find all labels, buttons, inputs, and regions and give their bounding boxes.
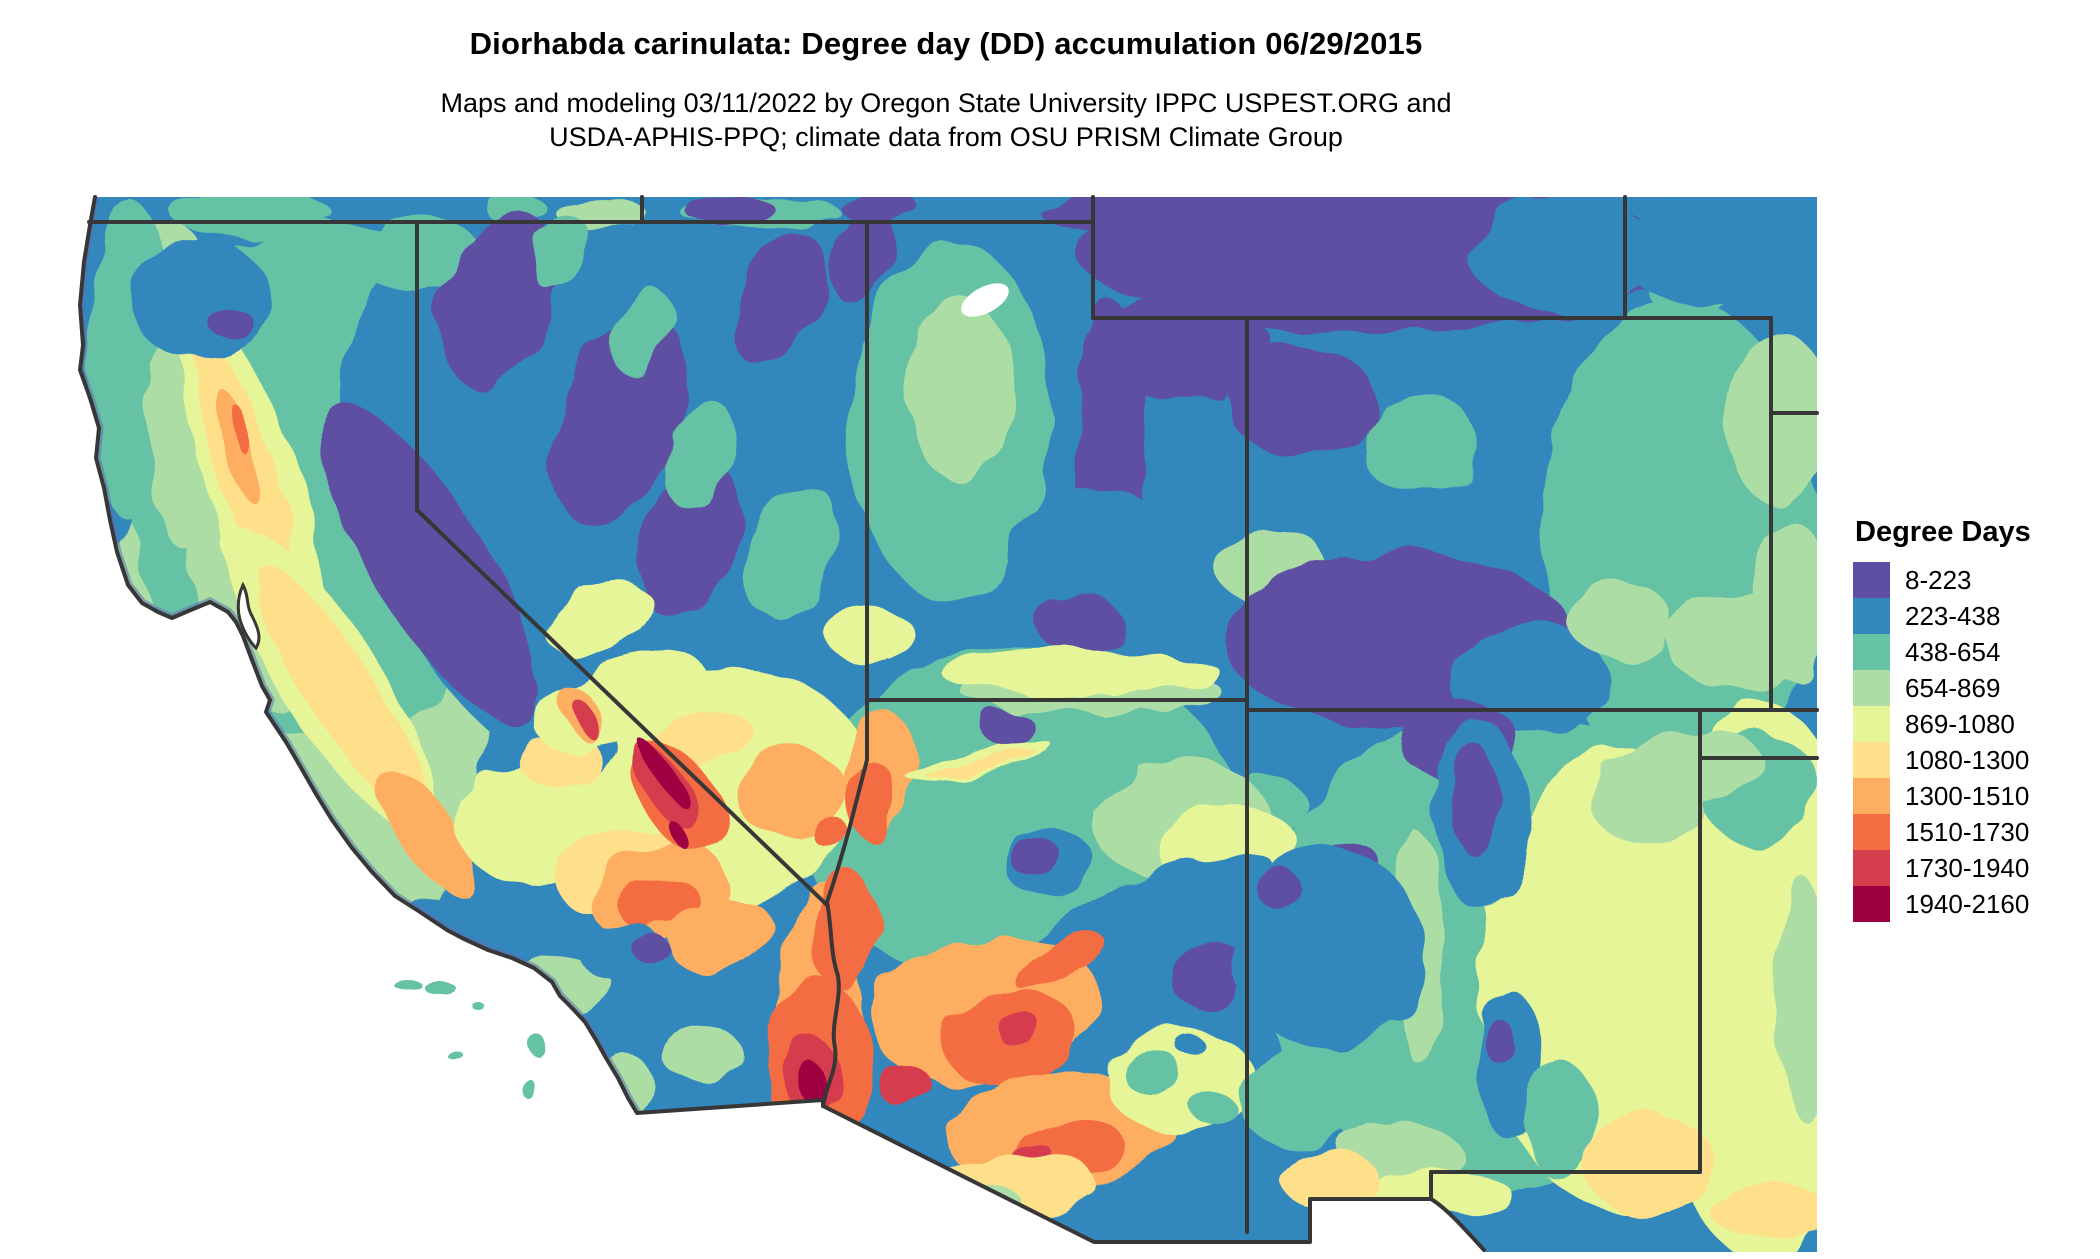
legend-item: 654-869	[1853, 670, 2031, 706]
legend-item-label: 869-1080	[1905, 709, 2015, 739]
legend-color-swatch	[1853, 850, 1890, 886]
legend-item: 1730-1940	[1853, 850, 2031, 886]
page-title: Diorhabda carinulata: Degree day (DD) ac…	[469, 26, 1423, 61]
map-legend: Degree Days 8-223 223-438 438-654 654-86…	[1853, 516, 2031, 922]
legend-item: 223-438	[1853, 598, 2031, 634]
legend-color-swatch	[1853, 742, 1890, 778]
legend-item-label: 438-654	[1905, 637, 2001, 667]
legend-item-label: 1300-1510	[1905, 781, 2030, 811]
legend-item-label: 654-869	[1905, 673, 2001, 703]
legend-item: 1080-1300	[1853, 742, 2031, 778]
legend-item: 438-654	[1853, 634, 2031, 670]
legend-item: 1940-2160	[1853, 886, 2031, 922]
map-attribution: Maps and modeling 03/11/2022 by Oregon S…	[75, 86, 1817, 154]
legend-color-swatch	[1853, 886, 1890, 922]
legend-item: 8-223	[1853, 562, 2031, 598]
legend-color-swatch	[1853, 562, 1890, 598]
legend-item-label: 8-223	[1905, 565, 1972, 595]
legend-items: 8-223 223-438 438-654 654-869 869-1080 1…	[1853, 562, 2031, 922]
legend-color-swatch	[1853, 706, 1890, 742]
attribution-line-1: Maps and modeling 03/11/2022 by Oregon S…	[440, 88, 1452, 118]
legend-color-swatch	[1853, 634, 1890, 670]
legend-color-swatch	[1853, 598, 1890, 634]
legend-item: 869-1080	[1853, 706, 2031, 742]
attribution-line-2: USDA-APHIS-PPQ; climate data from OSU PR…	[549, 122, 1343, 152]
legend-item-label: 1080-1300	[1905, 745, 2030, 775]
legend-item: 1510-1730	[1853, 814, 2031, 850]
legend-color-swatch	[1853, 670, 1890, 706]
legend-item-label: 1730-1940	[1905, 853, 2030, 883]
legend-item-label: 223-438	[1905, 601, 2001, 631]
legend-color-swatch	[1853, 814, 1890, 850]
legend-item-label: 1940-2160	[1905, 889, 2030, 919]
legend-color-swatch	[1853, 778, 1890, 814]
legend-item: 1300-1510	[1853, 778, 2031, 814]
legend-title: Degree Days	[1855, 516, 2031, 548]
legend-item-label: 1510-1730	[1905, 817, 2030, 847]
